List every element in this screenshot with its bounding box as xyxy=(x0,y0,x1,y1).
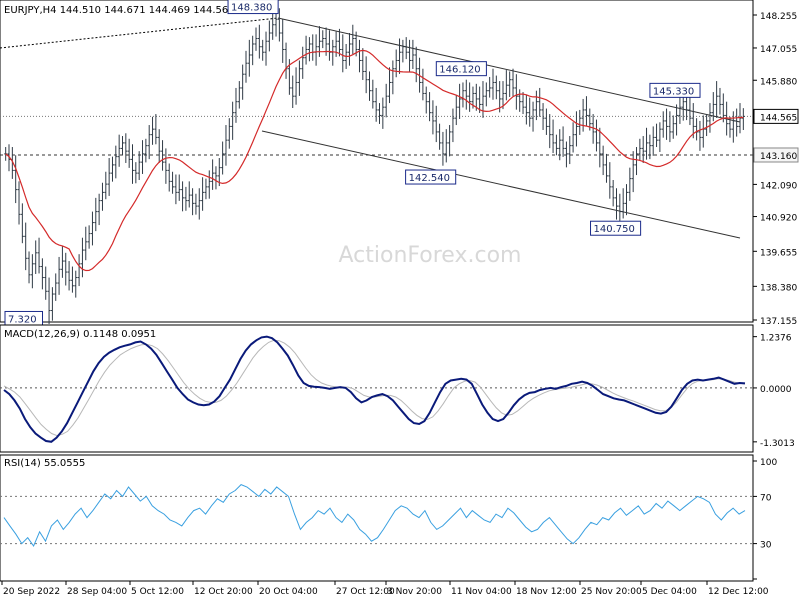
time-tick-label: 12 Dec 12:00 xyxy=(708,587,769,597)
resistance-trendline-dotted xyxy=(0,17,279,49)
price-tick-label: 140.920 xyxy=(760,214,797,224)
moving-average-line xyxy=(5,49,744,272)
time-tick-label: 18 Nov 12:00 xyxy=(516,587,577,597)
price-annotation-box xyxy=(649,82,701,98)
watermark: ActionForex.com xyxy=(339,243,522,268)
time-tick-label: 12 Oct 20:00 xyxy=(194,587,253,597)
price-tick-label: 144.565 xyxy=(760,113,797,123)
price-tick-label: 147.055 xyxy=(760,45,797,55)
price-tick-label: 137.155 xyxy=(760,317,797,327)
rsi-tick-label: 100 xyxy=(760,458,777,468)
rsi-panel: RSI(14) 55.0555 xyxy=(0,454,754,582)
rsi-panel-title: RSI(14) 55.0555 xyxy=(4,458,85,469)
current-price-box xyxy=(753,108,799,124)
price-tick-label: 139.655 xyxy=(760,248,797,258)
time-tick-label: 5 Dec 04:00 xyxy=(642,587,697,597)
time-tick-label: 28 Sep 04:00 xyxy=(67,587,127,597)
time-tick-label: 11 Nov 04:00 xyxy=(451,587,512,597)
price-annotation-label: 7.320 xyxy=(8,314,37,325)
price-tick-label: 142.090 xyxy=(760,181,797,191)
price-annotation-box xyxy=(435,61,487,77)
rsi-level-lines xyxy=(0,495,753,545)
macd-tick-label: 0.0000 xyxy=(760,385,792,395)
price-annotation-label: 145.330 xyxy=(653,86,694,97)
time-tick-label: 25 Nov 20:00 xyxy=(581,587,642,597)
price-annotation-label: 140.750 xyxy=(594,224,635,235)
price-reference-lines xyxy=(0,115,753,156)
time-tick-label: 3 Nov 20:00 xyxy=(387,587,442,597)
rsi-tick-label: 30 xyxy=(760,541,772,551)
macd-line xyxy=(3,335,746,443)
price-annotations: 148.380 146.120 145.330 142.540 140.750 7.320 xyxy=(4,0,701,326)
price-annotation-box xyxy=(405,169,457,185)
support-level-box xyxy=(753,147,799,163)
time-tick-label: 20 Oct 04:00 xyxy=(259,587,318,597)
price-tick-label: 145.880 xyxy=(760,77,797,87)
rsi-tick-label: 70 xyxy=(760,493,772,503)
macd-tick-label: 1.2376 xyxy=(760,334,792,344)
price-annotation-label: 146.120 xyxy=(439,65,480,76)
price-axis: 148.255 147.055 145.880 144.565 143.160 142.0… xyxy=(753,12,799,327)
time-tick-label: 27 Oct 12:00 xyxy=(336,587,395,597)
price-annotation-label: 148.380 xyxy=(231,3,272,14)
macd-axis: 1.2376 0.0000 -1.3013 xyxy=(753,334,795,449)
price-tick-label: 143.160 xyxy=(760,152,797,162)
rsi-axis: 100 70 30 xyxy=(753,458,777,580)
price-panel: EURJPY,H4 144.510 144.671 144.469 144.56… xyxy=(0,0,754,326)
price-tick-label: 138.380 xyxy=(760,283,797,293)
time-axis: 20 Sep 2022 28 Sep 04:00 5 Oct 12:00 12 Oct… xyxy=(1,581,769,597)
rsi-line xyxy=(3,484,746,548)
candles xyxy=(4,8,745,324)
price-annotation-box xyxy=(227,0,279,15)
lower-channel-line xyxy=(261,130,741,239)
price-annotation-box xyxy=(590,220,642,236)
time-tick-label: 5 Oct 12:00 xyxy=(131,587,184,597)
macd-panel: MACD(12,26,9) 0.1148 0.0951 xyxy=(0,324,754,453)
price-channel-lines xyxy=(0,17,741,239)
time-tick-label: 20 Sep 2022 xyxy=(3,587,60,597)
price-annotation-label: 142.540 xyxy=(409,173,450,184)
macd-panel-title: MACD(12,26,9) 0.1148 0.0951 xyxy=(4,329,156,340)
price-panel-title: EURJPY,H4 144.510 144.671 144.469 144.56… xyxy=(4,5,235,16)
upper-channel-line xyxy=(277,17,741,123)
macd-tick-label: -1.3013 xyxy=(760,439,795,449)
price-tick-label: 148.255 xyxy=(760,12,797,22)
